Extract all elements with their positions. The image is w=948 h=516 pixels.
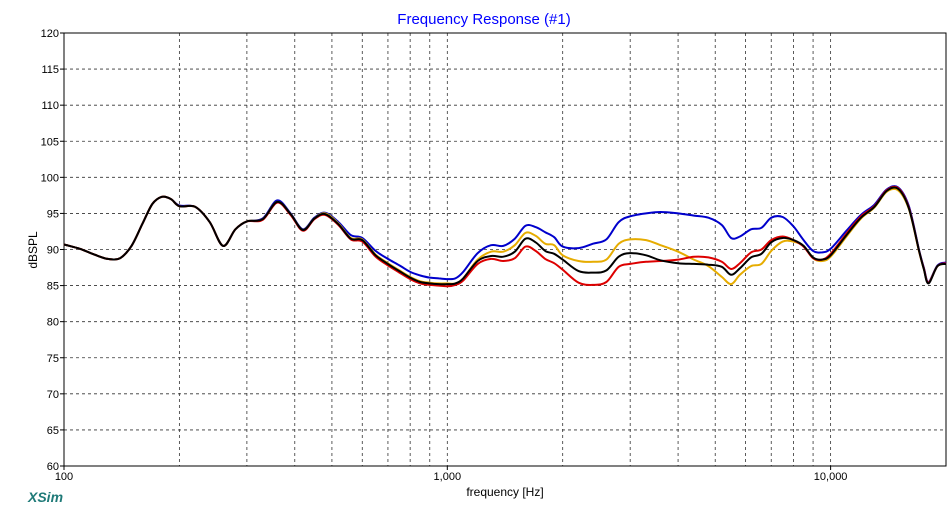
chart-title: Frequency Response (#1) — [397, 11, 570, 28]
series-line-3 — [63, 185, 947, 288]
series-lines — [63, 185, 947, 288]
series-line-1 — [63, 185, 947, 283]
y-tick-label: 95 — [47, 208, 59, 220]
y-tick-label: 80 — [47, 317, 59, 329]
x-axis-ticks: 100 1,000 10,000 — [55, 466, 848, 483]
y-tick-label: 120 — [41, 28, 59, 40]
x-tick-label: 10,000 — [814, 471, 848, 483]
y-tick-label: 85 — [47, 281, 59, 293]
y-tick-label: 60 — [47, 461, 59, 473]
x-tick-label: 1,000 — [434, 471, 462, 483]
y-tick-label: 65 — [47, 425, 59, 437]
x-axis-label: frequency [Hz] — [466, 485, 543, 499]
y-tick-label: 90 — [47, 245, 59, 257]
y-tick-label: 70 — [47, 389, 59, 401]
x-tick-label: 100 — [55, 471, 73, 483]
y-tick-label: 105 — [41, 136, 59, 148]
xsim-logo: XSim — [28, 489, 64, 505]
series-line-2 — [63, 187, 947, 286]
y-tick-label: 110 — [41, 100, 59, 112]
y-axis-ticks: 60 65 70 75 80 85 90 95 100 105 110 115 120 — [41, 28, 64, 473]
y-tick-label: 100 — [41, 172, 59, 184]
y-tick-label: 115 — [41, 64, 59, 76]
y-tick-label: 75 — [47, 353, 59, 365]
y-axis-label: dBSPL — [26, 231, 40, 269]
series-line-4 — [63, 186, 947, 286]
grid — [64, 33, 946, 466]
